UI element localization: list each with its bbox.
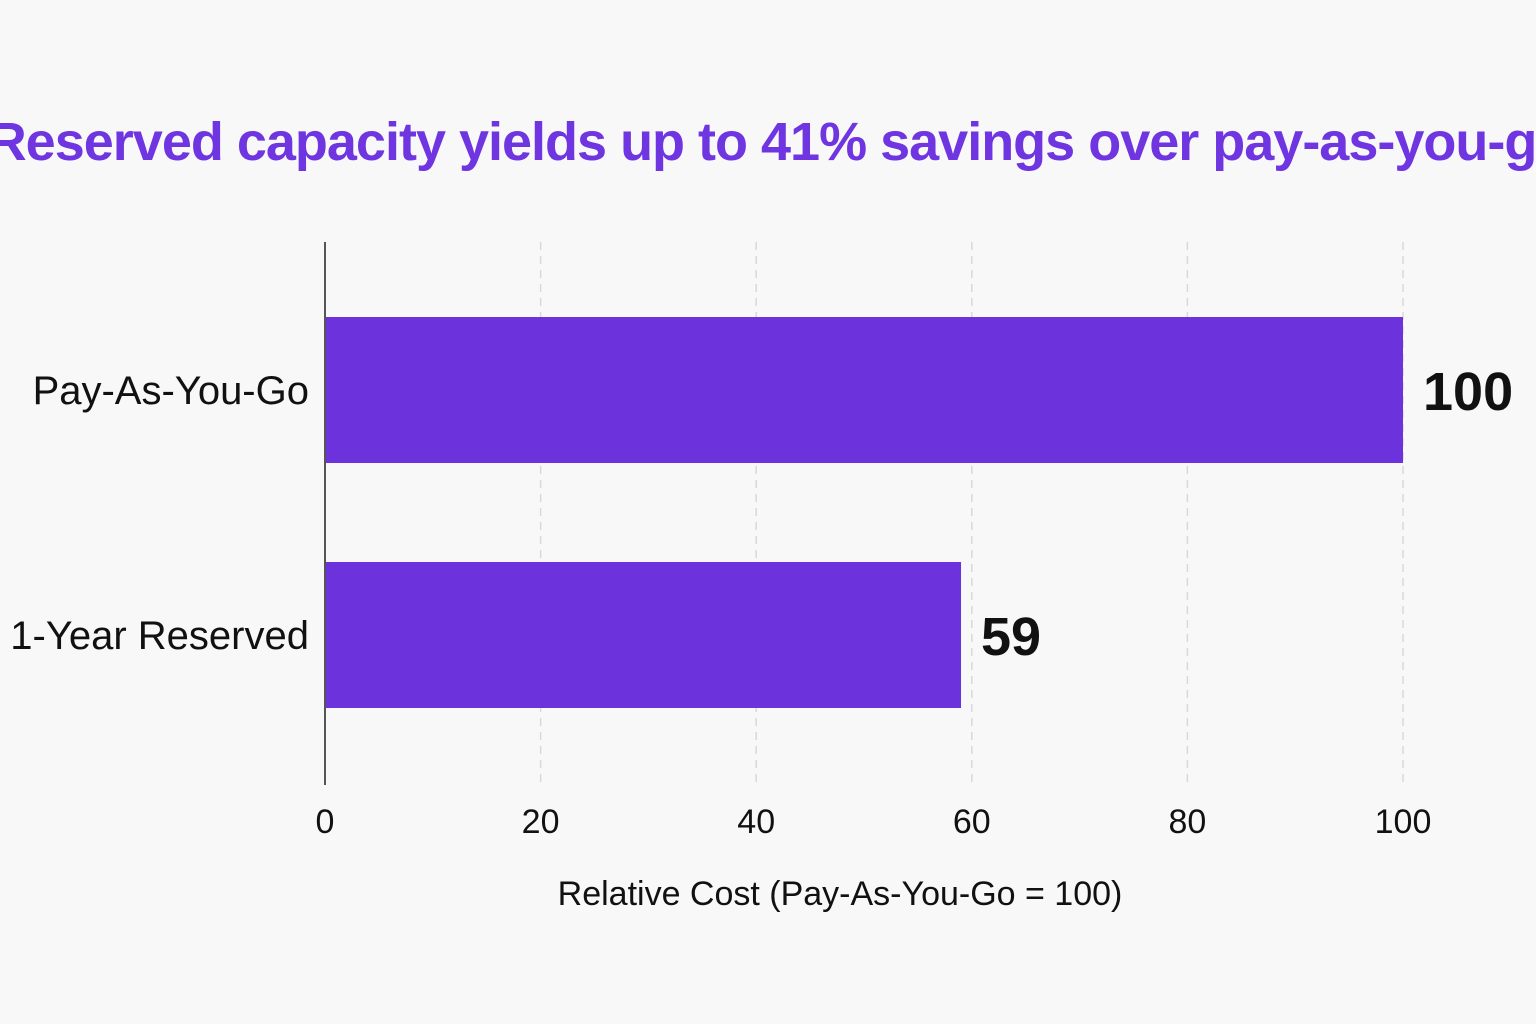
category-label-1-year-reserved: 1-Year Reserved: [10, 614, 309, 658]
bar-1-year-reserved: [325, 562, 962, 708]
x-tick-label-40: 40: [737, 803, 775, 841]
x-tick-labels: 0 20 40 60 80 100: [316, 803, 1432, 841]
chart-title: Reserved capacity yields up to 41% savin…: [0, 112, 1536, 172]
bars: [325, 317, 1403, 708]
x-tick-label-80: 80: [1168, 803, 1206, 841]
category-labels: Pay-As-You-Go 1-Year Reserved: [10, 369, 309, 658]
x-tick-label-60: 60: [953, 803, 991, 841]
x-axis-title: Relative Cost (Pay-As-You-Go = 100): [558, 875, 1123, 913]
data-label-pay-as-you-go: 100: [1423, 362, 1513, 422]
category-label-pay-as-you-go: Pay-As-You-Go: [33, 369, 309, 413]
data-labels: 100 59: [981, 362, 1513, 667]
x-tick-label-20: 20: [522, 803, 560, 841]
bar-pay-as-you-go: [325, 317, 1403, 463]
data-label-1-year-reserved: 59: [981, 607, 1041, 667]
x-tick-label-0: 0: [316, 803, 335, 841]
x-tick-label-100: 100: [1375, 803, 1432, 841]
